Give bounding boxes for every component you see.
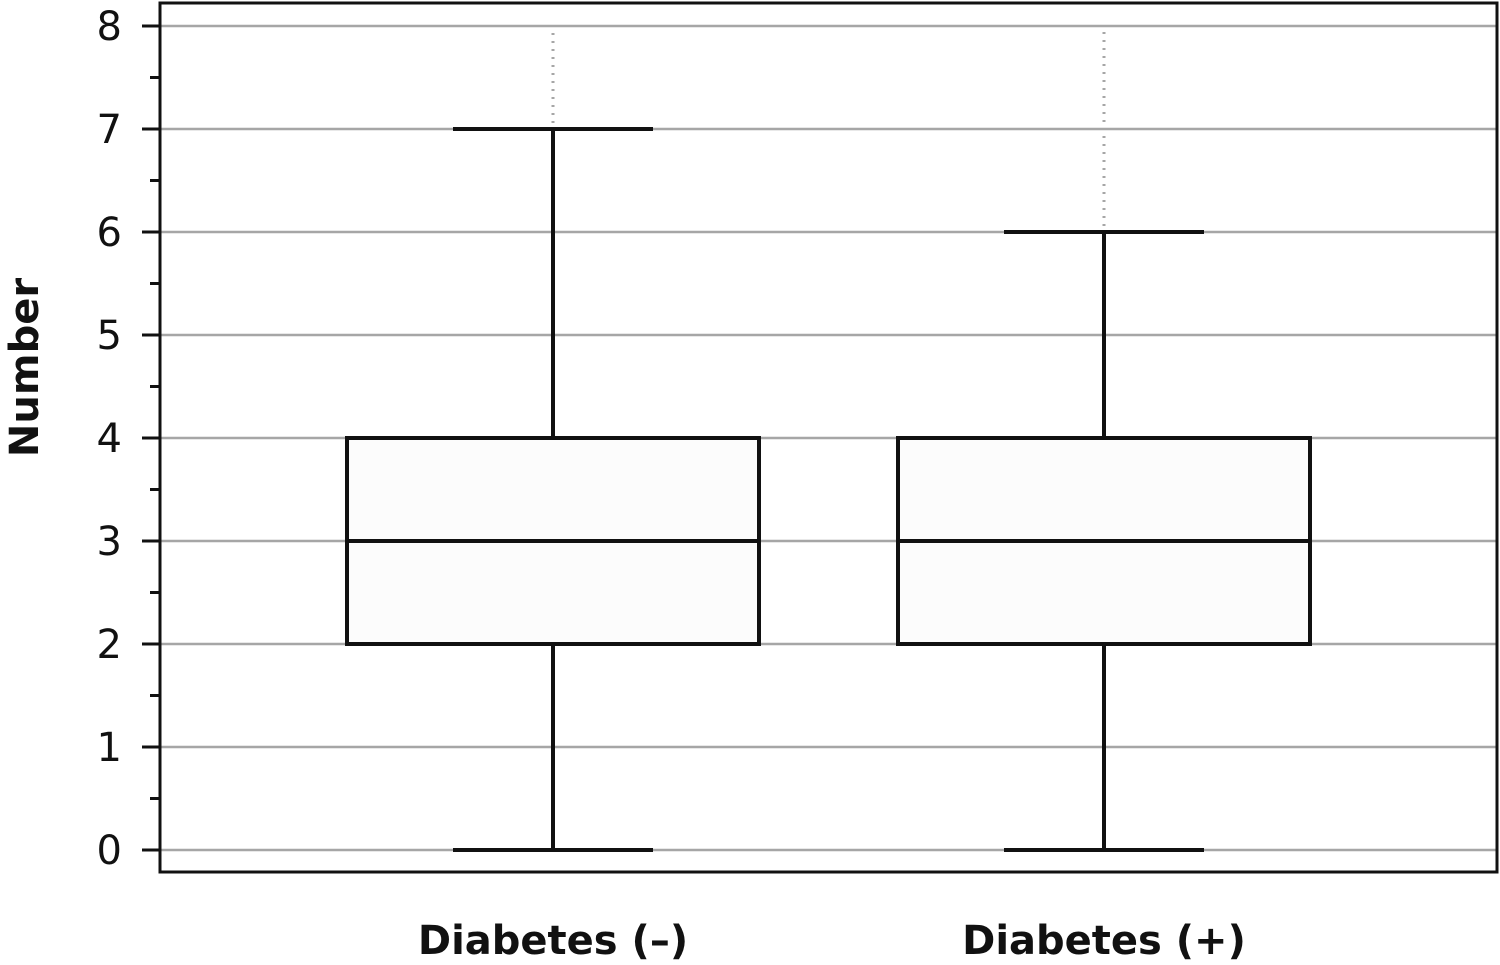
box-2 <box>896 30 1312 852</box>
y-axis: 0 1 2 3 4 5 6 7 8 <box>97 4 160 874</box>
ytick-label-7: 7 <box>97 107 122 153</box>
ytick-label-4: 4 <box>97 416 122 462</box>
ytick-label-2: 2 <box>97 622 122 668</box>
ytick-label-0: 0 <box>97 828 122 874</box>
plot-frame <box>158 1 1499 874</box>
box-layer <box>345 30 1312 852</box>
box-1 <box>345 30 761 852</box>
y-axis-title: Number <box>2 278 48 457</box>
ytick-label-8: 8 <box>97 4 122 50</box>
ytick-label-5: 5 <box>97 313 122 359</box>
x-axis: Diabetes (–) Diabetes (+) <box>418 918 1246 964</box>
ytick-label-6: 6 <box>97 210 122 256</box>
category-label-1: Diabetes (–) <box>418 918 688 964</box>
ytick-label-1: 1 <box>97 725 122 771</box>
category-label-2: Diabetes (+) <box>962 918 1246 964</box>
ytick-label-3: 3 <box>97 519 122 565</box>
